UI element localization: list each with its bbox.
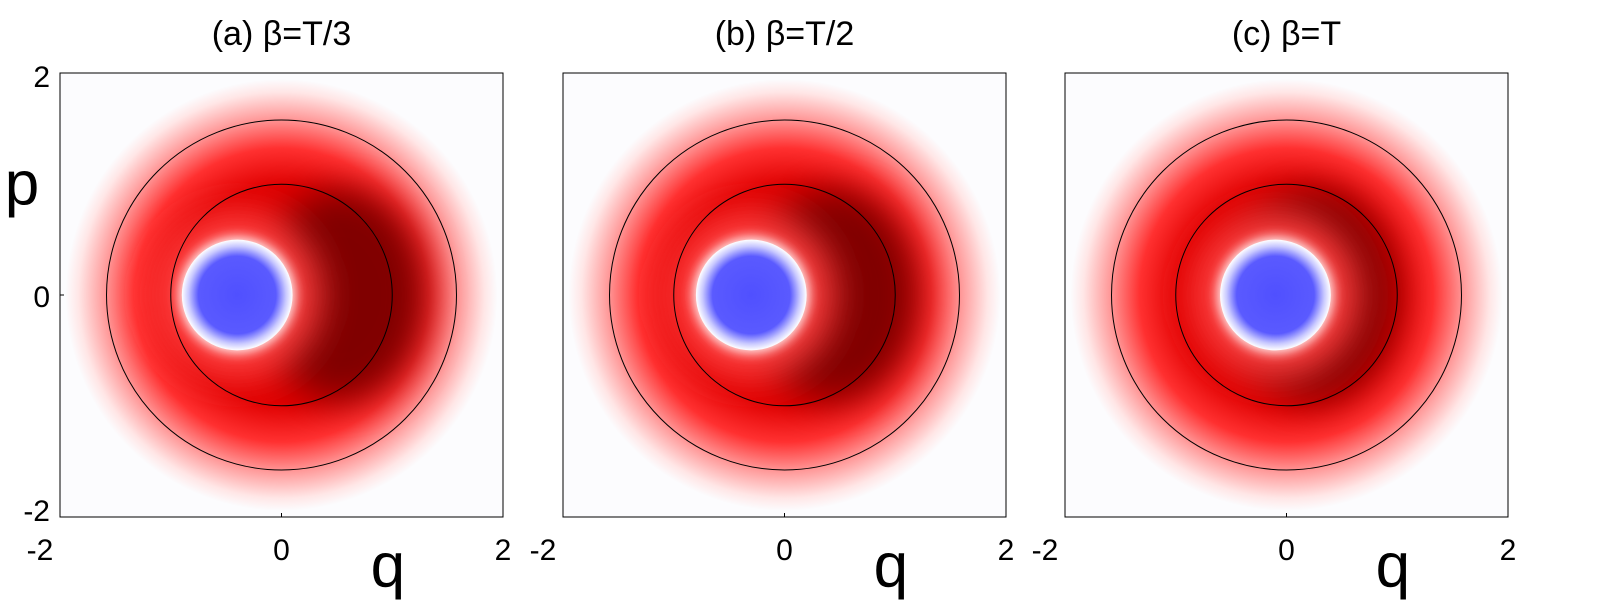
contour xyxy=(106,119,457,471)
contour xyxy=(673,183,896,407)
x-tick-label: -2 xyxy=(1032,534,1059,567)
x-axis-label: q xyxy=(371,531,405,600)
contour xyxy=(1111,119,1462,471)
x-tick-label: 0 xyxy=(1278,534,1295,567)
negative-region xyxy=(1220,239,1331,351)
y-tick-label: -2 xyxy=(23,495,50,528)
panel-title: (a) β=T/3 xyxy=(212,15,352,53)
x-tick-label: -2 xyxy=(27,534,54,567)
density-plot xyxy=(60,73,503,517)
x-tick-label: 2 xyxy=(495,534,512,567)
negative-region xyxy=(181,239,293,351)
x-tick-label: 0 xyxy=(273,534,290,567)
x-axis-label: q xyxy=(874,531,908,600)
y-axis-label: p xyxy=(5,149,39,218)
contour xyxy=(609,119,960,471)
x-axis-label: q xyxy=(1376,531,1410,600)
y-tick-label: 2 xyxy=(33,61,50,94)
x-tick-label: 0 xyxy=(776,534,793,567)
y-tick-label: 0 xyxy=(33,281,50,314)
panel-title: (c) β=T xyxy=(1232,15,1341,53)
x-tick-label: -2 xyxy=(530,534,557,567)
contour xyxy=(170,183,393,407)
x-tick-label: 2 xyxy=(1500,534,1517,567)
x-tick-label: 2 xyxy=(998,534,1015,567)
negative-region xyxy=(695,239,807,351)
contour xyxy=(1175,183,1398,407)
density-plot xyxy=(563,73,1006,517)
density-plot xyxy=(1065,73,1508,517)
panel-title: (b) β=T/2 xyxy=(715,15,855,53)
